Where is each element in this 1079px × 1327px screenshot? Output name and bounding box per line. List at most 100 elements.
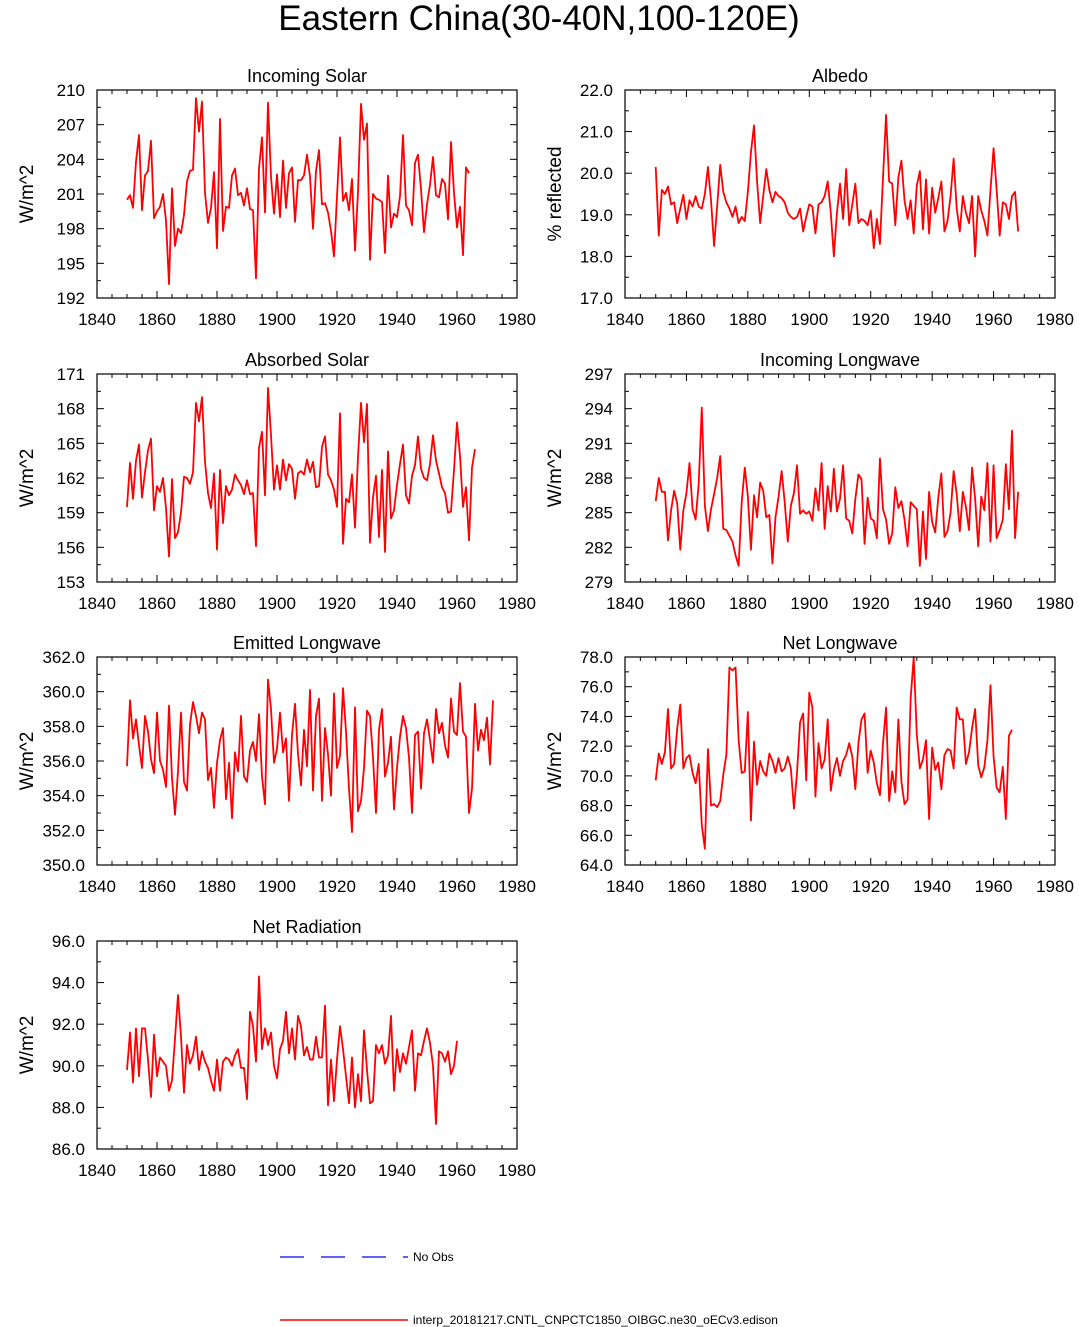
incoming-solar-xtick-label: 1940 [378,310,416,329]
incoming-longwave-xtick-label: 1980 [1036,594,1074,613]
emitted-longwave-ytick-label: 358.0 [42,717,85,736]
net-longwave-xtick-label: 1980 [1036,877,1074,896]
albedo-xtick-label: 1840 [606,310,644,329]
net-radiation-xtick-label: 1980 [498,1161,536,1180]
net-radiation-xtick-label: 1940 [378,1161,416,1180]
albedo-ytick-label: 22.0 [580,81,613,100]
absorbed-solar-series-line [126,386,476,558]
emitted-longwave-xtick-label: 1920 [318,877,356,896]
panels: Incoming Solar W/m^2 1840 1860 1880 1900 1920 1… [17,66,1074,1180]
panel-incoming-solar: Incoming Solar W/m^2 1840 1860 1880 1900 1920 1… [17,66,536,329]
net-radiation-ytick-label: 88.0 [52,1098,85,1117]
net-longwave-xtick-label: 1840 [606,877,644,896]
absorbed-solar-ylabel: W/m^2 [17,449,38,508]
panel-net-radiation: Net Radiation W/m^2 1840 1860 1880 1900 1920 19… [17,917,536,1180]
albedo-xtick-label: 1920 [852,310,890,329]
incoming-solar-plot-frame [96,89,518,299]
panel-absorbed-solar: Absorbed Solar W/m^2 1840 1860 1880 1900 1920 1… [17,350,536,613]
absorbed-solar-xtick-label: 1880 [198,594,236,613]
incoming-solar-ytick-label: 192 [57,289,85,308]
net-radiation-ytick-label: 92.0 [52,1015,85,1034]
net-radiation-series-line [126,975,458,1125]
incoming-solar-xtick-label: 1920 [318,310,356,329]
absorbed-solar-ytick-label: 159 [57,504,85,523]
net-longwave-ytick-label: 64.0 [580,856,613,875]
net-longwave-series-line [654,656,1013,850]
emitted-longwave-title: Emitted Longwave [233,633,381,653]
emitted-longwave-ytick-label: 362.0 [42,648,85,667]
incoming-longwave-title: Incoming Longwave [760,350,920,370]
albedo-xtick-label: 1940 [913,310,951,329]
net-radiation-xtick-label: 1880 [198,1161,236,1180]
net-radiation-plot-frame [96,940,518,1150]
incoming-solar-ylabel: W/m^2 [17,165,38,224]
emitted-longwave-ytick-label: 360.0 [42,683,85,702]
albedo-xtick-label: 1960 [975,310,1013,329]
panel-emitted-longwave: Emitted Longwave W/m^2 1840 1860 1880 1900 192… [17,633,536,896]
albedo-plot-frame [624,89,1056,299]
net-radiation-ytick-label: 90.0 [52,1057,85,1076]
net-longwave-ytick-label: 70.0 [580,767,613,786]
absorbed-solar-ytick-label: 156 [57,538,85,557]
net-longwave-title: Net Longwave [782,633,897,653]
emitted-longwave-series-line [126,678,494,833]
absorbed-solar-xtick-label: 1840 [78,594,116,613]
incoming-solar-title: Incoming Solar [247,66,367,86]
absorbed-solar-ytick-label: 171 [57,365,85,384]
absorbed-solar-ytick-label: 153 [57,573,85,592]
net-longwave-ytick-label: 74.0 [580,707,613,726]
albedo-xtick-label: 1860 [668,310,706,329]
incoming-longwave-ytick-label: 279 [585,573,613,592]
emitted-longwave-ylabel: W/m^2 [17,732,38,791]
panel-net-longwave: Net Longwave W/m^2 1840 1860 1880 1900 1920 194… [545,633,1074,896]
incoming-longwave-ytick-label: 297 [585,365,613,384]
net-longwave-ytick-label: 66.0 [580,826,613,845]
net-radiation-title: Net Radiation [252,917,361,937]
incoming-solar-ytick-label: 195 [57,254,85,273]
net-radiation-ytick-label: 86.0 [52,1140,85,1159]
incoming-longwave-ytick-label: 282 [585,538,613,557]
emitted-longwave-xtick-label: 1940 [378,877,416,896]
emitted-longwave-ytick-label: 354.0 [42,787,85,806]
albedo-title: Albedo [812,66,868,86]
net-radiation-xtick-label: 1900 [258,1161,296,1180]
incoming-solar-xtick-label: 1860 [138,310,176,329]
net-longwave-xtick-label: 1880 [729,877,767,896]
incoming-longwave-series-line [654,406,1020,567]
absorbed-solar-xtick-label: 1900 [258,594,296,613]
absorbed-solar-xtick-label: 1980 [498,594,536,613]
net-longwave-xtick-label: 1960 [975,877,1013,896]
emitted-longwave-xtick-label: 1880 [198,877,236,896]
incoming-solar-xtick-label: 1980 [498,310,536,329]
absorbed-solar-xtick-label: 1920 [318,594,356,613]
net-longwave-xtick-label: 1900 [790,877,828,896]
emitted-longwave-xtick-label: 1960 [438,877,476,896]
incoming-solar-xtick-label: 1880 [198,310,236,329]
incoming-longwave-xtick-label: 1860 [668,594,706,613]
incoming-longwave-plot-frame [624,373,1056,583]
absorbed-solar-ytick-label: 162 [57,469,85,488]
incoming-solar-series-line [126,97,470,286]
emitted-longwave-xtick-label: 1840 [78,877,116,896]
net-radiation-ytick-label: 96.0 [52,932,85,951]
incoming-solar-ytick-label: 198 [57,220,85,239]
albedo-xtick-label: 1880 [729,310,767,329]
incoming-solar-ytick-label: 201 [57,185,85,204]
absorbed-solar-title: Absorbed Solar [245,350,369,370]
legend: No Obs interp_20181217.CNTL_CNPCTC1850_O… [280,1250,778,1327]
net-radiation-xtick-label: 1920 [318,1161,356,1180]
net-longwave-ytick-label: 78.0 [580,648,613,667]
albedo-ylabel: % reflected [545,146,566,241]
incoming-longwave-ytick-label: 291 [585,434,613,453]
incoming-solar-xtick-label: 1840 [78,310,116,329]
incoming-solar-xtick-label: 1960 [438,310,476,329]
albedo-xtick-label: 1980 [1036,310,1074,329]
absorbed-solar-xtick-label: 1960 [438,594,476,613]
net-longwave-xtick-label: 1940 [913,877,951,896]
panel-incoming-longwave: Incoming Longwave W/m^2 1840 1860 1880 1900 19… [545,350,1074,613]
incoming-longwave-ytick-label: 294 [585,400,613,419]
incoming-longwave-xtick-label: 1880 [729,594,767,613]
incoming-solar-ytick-label: 210 [57,81,85,100]
legend-model-label: interp_20181217.CNTL_CNPCTC1850_OIBGC.ne… [413,1313,778,1327]
